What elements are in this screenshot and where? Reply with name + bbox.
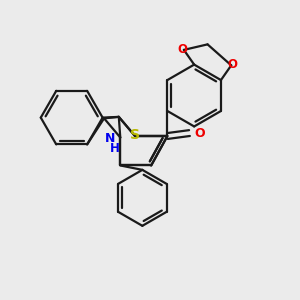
Text: S: S (130, 128, 140, 142)
Text: O: O (177, 43, 188, 56)
Text: O: O (228, 58, 238, 71)
Text: O: O (195, 127, 206, 140)
Text: H: H (110, 142, 120, 155)
Text: N: N (105, 133, 115, 146)
